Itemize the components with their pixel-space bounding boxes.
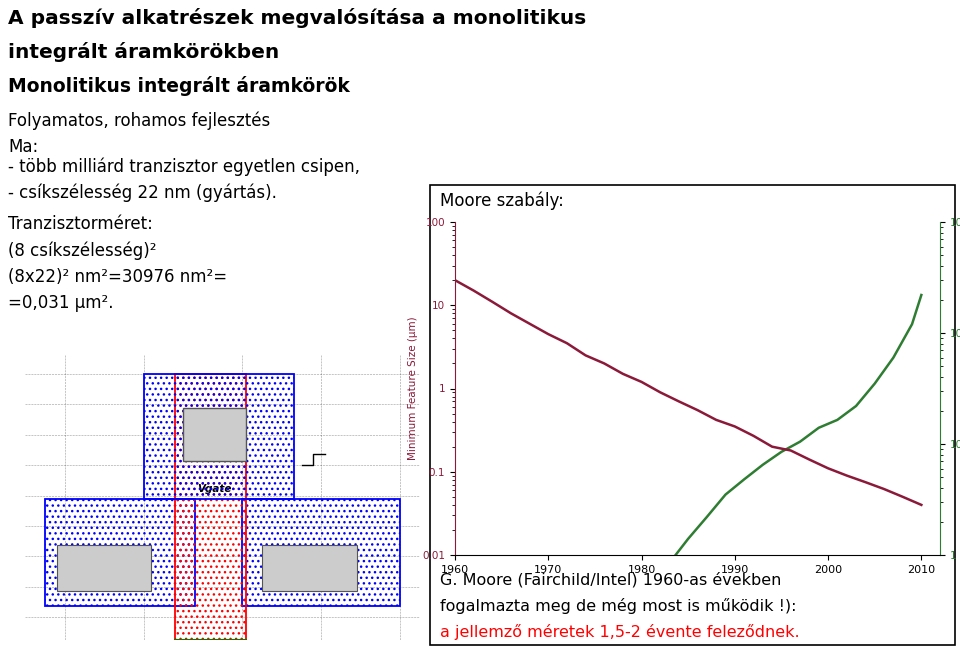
Text: fogalmazta meg de még most is működik !):: fogalmazta meg de még most is működik !)… [440, 598, 797, 614]
Text: Moore szabály:: Moore szabály: [440, 192, 564, 210]
Text: Ma:: Ma: [8, 138, 38, 156]
Bar [242, 499, 400, 606]
Text: V. source: V. source [289, 563, 330, 572]
Text: A passzív alkatrészek megvalósítása a monolitikus: A passzív alkatrészek megvalósítása a mo… [8, 8, 587, 28]
Text: Vgate: Vgate [198, 484, 231, 494]
Text: integrált áramkörökben: integrált áramkörökben [8, 42, 279, 62]
Text: Tranzisztorméret:: Tranzisztorméret: [8, 215, 153, 233]
Text: - több milliárd tranzisztor egyetlen csipen,: - több milliárd tranzisztor egyetlen csi… [8, 158, 360, 177]
Bar [45, 499, 195, 606]
Text: (8x22)² nm²=30976 nm²=: (8x22)² nm²=30976 nm²= [8, 268, 228, 286]
Text: V. Drain: V. Drain [86, 563, 122, 572]
Bar [430, 185, 955, 645]
Y-axis label: Minimum Feature Size (μm): Minimum Feature Size (μm) [408, 317, 419, 460]
Bar [143, 374, 294, 499]
Text: (8 csíkszélesség)²: (8 csíkszélesség)² [8, 242, 156, 260]
Text: a jellemző méretek 1,5-2 évente feleződnek.: a jellemző méretek 1,5-2 évente feleződn… [440, 624, 800, 640]
Bar [262, 545, 357, 591]
Text: - csíkszélesség 22 nm (gyártás).: - csíkszélesség 22 nm (gyártás). [8, 183, 276, 201]
Text: G. Moore (Fairchild/Intel) 1960-as években: G. Moore (Fairchild/Intel) 1960-as évekb… [440, 572, 781, 587]
Text: Monolitikus integrált áramkörök: Monolitikus integrált áramkörök [8, 76, 349, 96]
Bar [183, 408, 246, 461]
Text: Folyamatos, rohamos fejlesztés: Folyamatos, rohamos fejlesztés [8, 112, 271, 130]
Text: =0,031 μm².: =0,031 μm². [8, 294, 113, 312]
Bar [57, 545, 152, 591]
Bar [175, 374, 246, 640]
